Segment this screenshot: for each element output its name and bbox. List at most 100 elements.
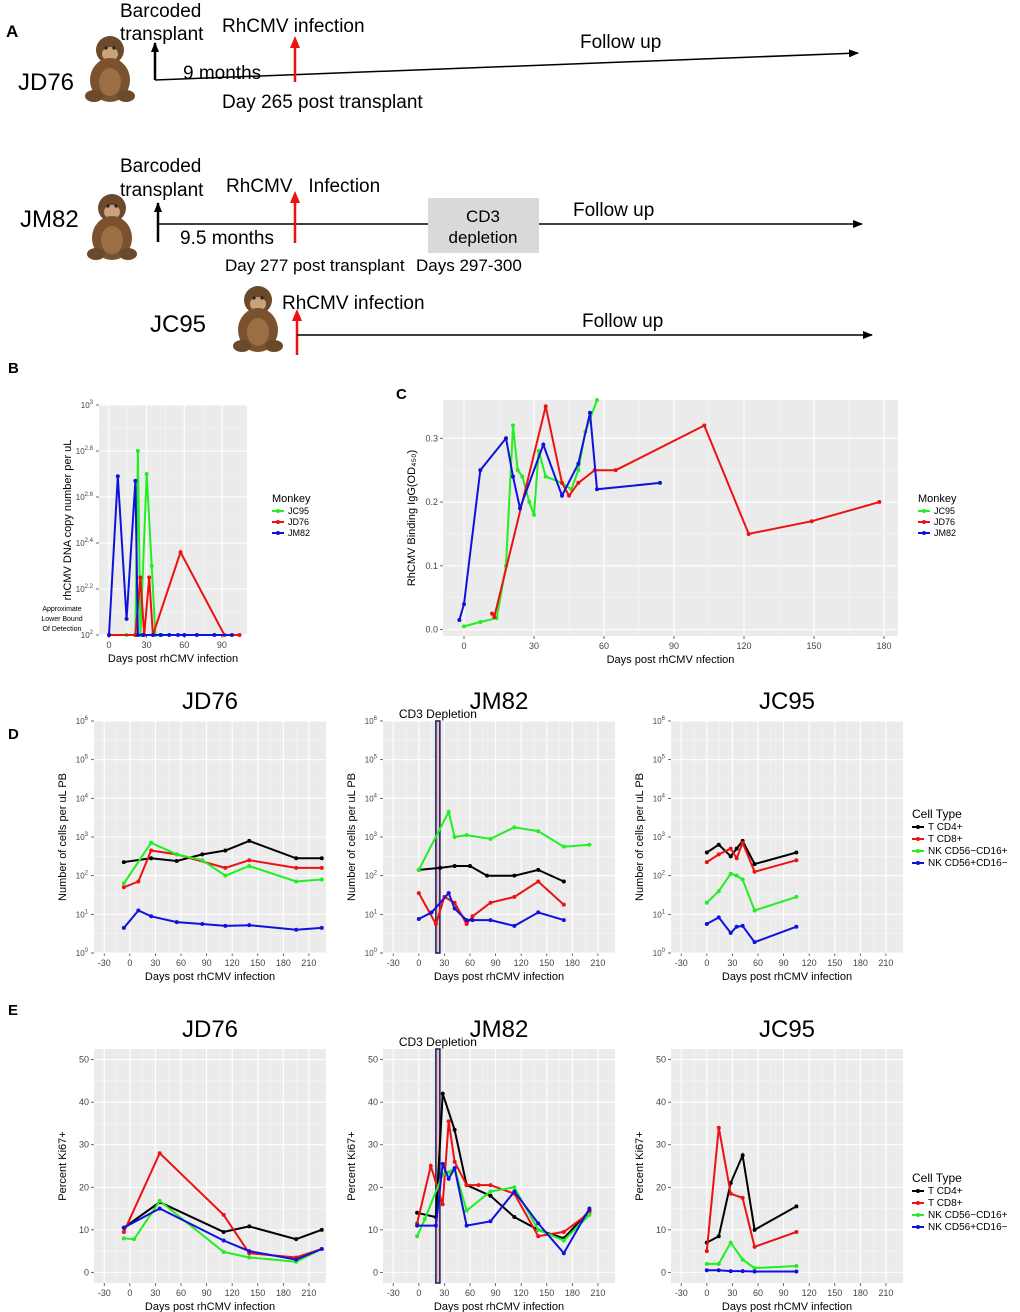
tick-label-y: 104 <box>365 793 378 803</box>
data-point <box>464 1208 469 1213</box>
data-point <box>415 1210 420 1215</box>
data-point <box>488 836 493 841</box>
series-line-jd76 <box>491 406 880 620</box>
chart-d-jc95: -30 0 30 60 90 120 150 180 210 100 101 102 103 104 105… <box>634 688 903 983</box>
tick-label-x: -30 <box>98 958 111 968</box>
x-axis-label: Days post rhCMV infection <box>722 971 852 983</box>
tick-label-y: 40 <box>368 1097 378 1107</box>
cd3-box-line1: CD3 <box>466 207 500 226</box>
tick-label-x: 0 <box>416 1288 421 1298</box>
series-line-t-cd4- <box>418 865 565 883</box>
data-point <box>560 480 564 485</box>
tick-label-x: 30 <box>529 641 539 651</box>
data-point <box>561 879 566 884</box>
data-point <box>294 865 299 870</box>
tick-label-x: 120 <box>802 958 817 968</box>
tick-label-y: 40 <box>79 1097 89 1107</box>
legend-label: JC95 <box>934 506 955 516</box>
data-point <box>518 506 522 511</box>
data-point <box>752 1269 757 1274</box>
tick-label-x: 60 <box>179 640 189 650</box>
data-point <box>157 1198 162 1203</box>
data-point <box>149 856 154 861</box>
panel-a-label: A <box>6 22 18 41</box>
y-axis-label: Percent Ki67+ <box>634 1131 646 1200</box>
legend-swatch-dot <box>916 1201 920 1205</box>
tick-label-x: 150 <box>250 1288 265 1298</box>
data-point <box>716 889 721 894</box>
data-point <box>740 1257 745 1262</box>
data-point <box>221 1249 226 1254</box>
tick-label-x: 150 <box>827 1288 842 1298</box>
data-point <box>794 924 799 929</box>
data-point <box>121 1225 126 1230</box>
tick-label-x: 120 <box>225 958 240 968</box>
tick-label-y: 102.8 <box>76 446 94 456</box>
tick-label-x: 120 <box>514 1288 529 1298</box>
data-point <box>446 1176 451 1181</box>
tick-label-x: 0 <box>107 640 112 650</box>
data-point <box>294 1257 299 1262</box>
data-point <box>613 468 618 473</box>
data-point <box>223 923 228 928</box>
data-point <box>576 468 581 473</box>
data-point <box>452 1166 457 1171</box>
tick-label-x: 120 <box>802 1288 817 1298</box>
jm82-name: JM82 <box>20 206 79 233</box>
legend-swatch-dot <box>916 1189 920 1193</box>
data-point <box>446 809 451 814</box>
tick-label-y: 20 <box>656 1182 666 1192</box>
tick-label-x: 120 <box>514 958 529 968</box>
tick-label-y: 30 <box>656 1140 666 1150</box>
legend-label: JM82 <box>934 528 956 538</box>
data-point <box>294 1237 299 1242</box>
data-point <box>704 850 709 855</box>
chart-title: JC95 <box>759 1016 815 1043</box>
tick-label-x: 0 <box>127 1288 132 1298</box>
tick-label-y: 102 <box>653 871 666 881</box>
data-point <box>488 900 493 905</box>
data-point <box>124 616 129 621</box>
legend-label: JD76 <box>288 517 309 527</box>
tick-label-x: 30 <box>142 640 152 650</box>
panel-e-label: E <box>8 1002 18 1019</box>
legend-swatch-dot <box>922 520 926 524</box>
tick-label-x: -30 <box>98 1288 111 1298</box>
series-line-nk-cd56-cd16- <box>418 891 565 927</box>
cd3-depletion-box <box>428 198 539 253</box>
tick-label-y: 101 <box>76 909 89 919</box>
data-point <box>140 633 145 637</box>
data-point <box>167 633 172 637</box>
data-point <box>157 1151 162 1156</box>
tick-label-y: 50 <box>656 1055 666 1065</box>
tick-label-x: 90 <box>779 1288 789 1298</box>
cd3-depletion-annotation: CD3 Depletion <box>399 1035 477 1049</box>
chart-title: JM82 <box>470 1016 529 1043</box>
data-point <box>247 1224 252 1229</box>
data-point <box>319 1227 324 1232</box>
data-point <box>200 858 205 863</box>
data-point <box>452 1127 457 1132</box>
data-point <box>182 633 187 637</box>
data-point <box>740 923 745 928</box>
tick-label-x: 180 <box>276 1288 291 1298</box>
jd76-infection: RhCMV infection <box>222 16 365 37</box>
data-point <box>512 894 517 899</box>
data-point <box>877 500 882 505</box>
data-point <box>536 879 541 884</box>
data-point <box>587 1212 592 1217</box>
data-point <box>212 633 217 637</box>
panel-a: A JD76 Barcoded transplant RhCMV infecti… <box>6 1 873 355</box>
data-point <box>174 920 179 925</box>
data-point <box>794 1229 799 1234</box>
data-point <box>415 1223 420 1228</box>
data-point <box>174 852 179 857</box>
legend-swatch-dot <box>276 520 280 524</box>
data-point <box>794 1263 799 1268</box>
series-line-jm82 <box>108 476 232 636</box>
data-point <box>464 833 469 838</box>
data-point <box>794 1204 799 1209</box>
lower-bound-label: Approximate <box>42 606 81 613</box>
